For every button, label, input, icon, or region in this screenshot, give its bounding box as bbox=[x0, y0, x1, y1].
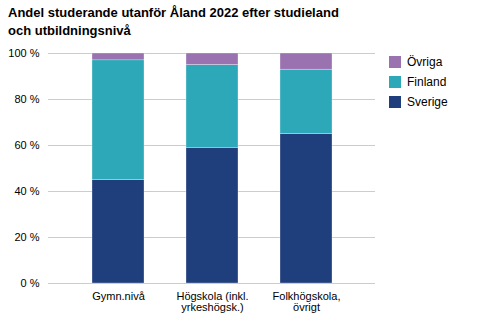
html-text:Andel studerande utanför Åland: Andel studerande utanför Åland 2022 efte… bbox=[8, 5, 339, 38]
html-text:Finland: Finland bbox=[407, 75, 447, 90]
svg-text:Folkhögskola,övrigt: Folkhögskola,övrigt bbox=[273, 290, 341, 313]
svg-text:100 %: 100 % bbox=[8, 47, 39, 59]
svg-text:40 %: 40 % bbox=[14, 185, 39, 197]
html-text:Övriga: Övriga bbox=[407, 55, 443, 70]
svg-text:Högskola (inkl.yrkeshögsk.): Högskola (inkl.yrkeshögsk.) bbox=[176, 290, 248, 313]
svg-text:Gymn.nivå: Gymn.nivå bbox=[92, 290, 145, 302]
svg-text:60 %: 60 % bbox=[14, 139, 39, 151]
html-text:Sverige: Sverige bbox=[407, 95, 448, 110]
svg-text:20 %: 20 % bbox=[14, 231, 39, 243]
svg-text:80 %: 80 % bbox=[14, 93, 39, 105]
svg-text:0 %: 0 % bbox=[21, 277, 40, 289]
